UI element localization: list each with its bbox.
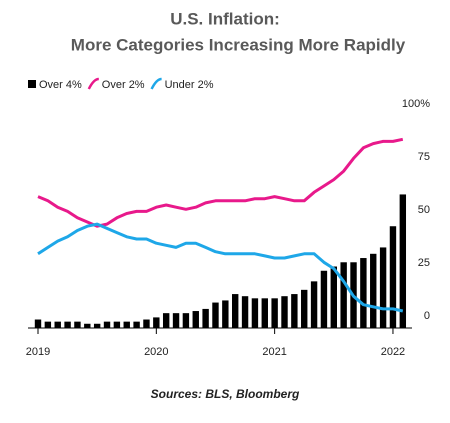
chart-title: U.S. Inflation: (170, 9, 280, 28)
bar (261, 298, 268, 328)
bar (310, 281, 318, 328)
bar (330, 266, 337, 328)
bar (34, 319, 42, 328)
bar (143, 319, 150, 328)
y-tick-label: 25 (418, 257, 430, 269)
bar (123, 321, 130, 328)
legend-swatch (28, 80, 36, 88)
bar (192, 311, 199, 328)
bar (103, 321, 111, 328)
x-tick-label: 2022 (381, 346, 405, 358)
bar (74, 321, 81, 328)
legend-swatch (87, 77, 99, 90)
x-tick-label: 2021 (262, 346, 286, 358)
legend-label: Over 4% (39, 79, 82, 91)
bar (202, 308, 209, 328)
bar (93, 323, 101, 328)
bar (64, 321, 71, 328)
bar (301, 289, 308, 328)
bar (162, 313, 170, 328)
bar (340, 262, 347, 328)
x-tick-label: 2019 (26, 346, 50, 358)
bar (133, 321, 140, 328)
bar (182, 313, 190, 328)
legend-label: Over 2% (102, 79, 145, 91)
bar (370, 253, 377, 328)
bar (389, 226, 397, 328)
bar (291, 294, 298, 328)
legend-swatch (150, 77, 162, 90)
bar (113, 321, 121, 328)
bar (241, 296, 249, 328)
bar (153, 317, 160, 328)
bar (84, 323, 91, 328)
bar (54, 321, 61, 328)
y-tick-label: 75 (418, 151, 430, 163)
y-tick-label: 0 (424, 310, 430, 322)
bar (399, 194, 407, 328)
line (37, 222, 404, 313)
bar (320, 270, 328, 328)
bar (232, 294, 239, 328)
bar (379, 247, 387, 328)
x-tick-label: 2020 (144, 346, 168, 358)
bar (172, 313, 180, 328)
legend-label: Under 2% (165, 79, 214, 91)
y-tick-label: 50 (418, 204, 430, 216)
bar (360, 258, 367, 328)
bar (212, 302, 219, 328)
bar (251, 298, 259, 328)
bar (271, 298, 278, 328)
y-tick-label: 100% (402, 98, 430, 110)
bar (222, 300, 229, 328)
line (37, 137, 404, 228)
chart-subtitle: More Categories Increasing More Rapidly (71, 35, 406, 54)
bar (281, 296, 288, 328)
source: Sources: BLS, Bloomberg (151, 387, 300, 401)
bar (44, 321, 52, 328)
